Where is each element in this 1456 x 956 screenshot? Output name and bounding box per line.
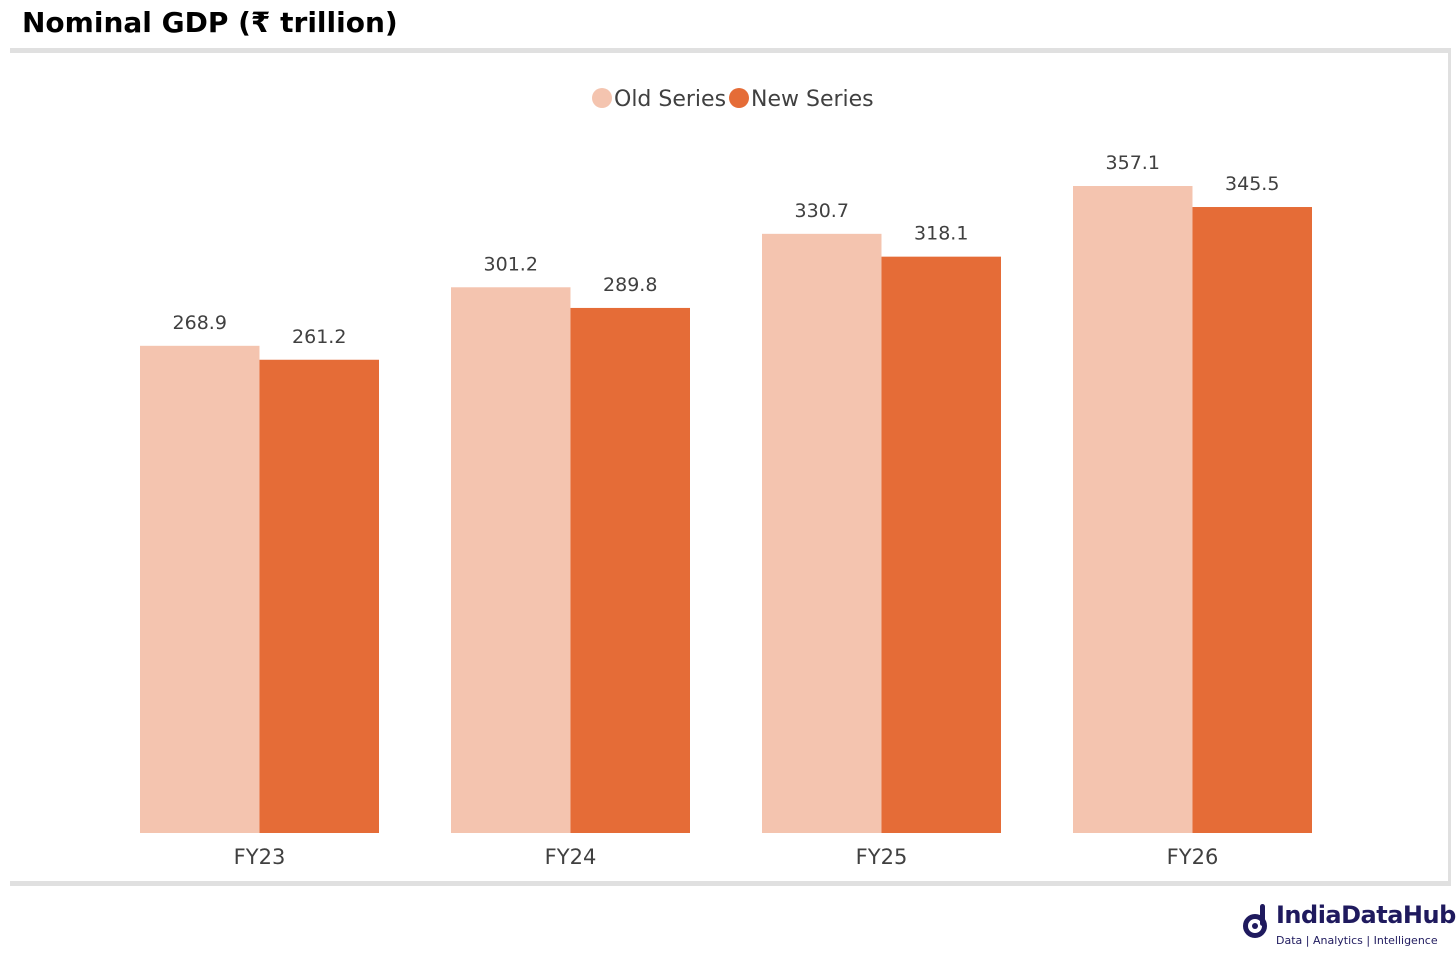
legend-marker [592, 88, 612, 108]
bar-old-series-fy24 [451, 287, 571, 833]
data-labels: 268.9 261.2 301.2 289.8 330.7 318.1 357.1 345.5 [173, 152, 1280, 348]
brand-name: IndiaDataHub [1276, 901, 1456, 929]
x-tick-label: FY26 [1167, 845, 1219, 869]
data-label: 268.9 [173, 312, 227, 334]
bar-old-series-fy25 [762, 233, 882, 834]
bar-chart: Old Series New Series 268.9 261.2 301.2 289.… [140, 87, 1312, 869]
data-label: 261.2 [292, 326, 346, 348]
top-divider [10, 48, 1450, 53]
brand-logo: IndiaDataHub Data | Analytics | Intellig… [1242, 900, 1456, 952]
bar-new-series-fy24 [570, 307, 690, 833]
legend-label: Old Series [614, 87, 726, 112]
bar-new-series-fy25 [881, 256, 1001, 833]
x-tick-label: FY23 [234, 845, 286, 869]
bar-new-series-fy26 [1192, 207, 1312, 833]
data-label: 289.8 [603, 274, 657, 296]
bar-new-series-fy23 [259, 359, 379, 833]
data-label: 345.5 [1225, 173, 1279, 195]
legend-label: New Series [751, 87, 874, 112]
bar-old-series-fy23 [140, 345, 260, 833]
legend-marker [729, 88, 749, 108]
chart-title: Nominal GDP (₹ trillion) [22, 6, 398, 39]
data-label: 301.2 [484, 253, 538, 275]
x-tick-label: FY24 [545, 845, 597, 869]
india-data-hub-logo-icon [1243, 904, 1267, 938]
data-label: 330.7 [795, 200, 849, 222]
bottom-divider [10, 881, 1450, 886]
chart-legend: Old Series New Series [592, 87, 874, 112]
bar-group [140, 186, 1312, 834]
x-axis-labels: FY23 FY24 FY25 FY26 [234, 845, 1219, 869]
data-label: 318.1 [914, 223, 968, 245]
bar-old-series-fy26 [1073, 186, 1193, 833]
right-divider [1448, 48, 1451, 886]
brand-tagline: Data | Analytics | Intelligence [1276, 934, 1438, 947]
data-label: 357.1 [1106, 152, 1160, 174]
x-tick-label: FY25 [856, 845, 908, 869]
